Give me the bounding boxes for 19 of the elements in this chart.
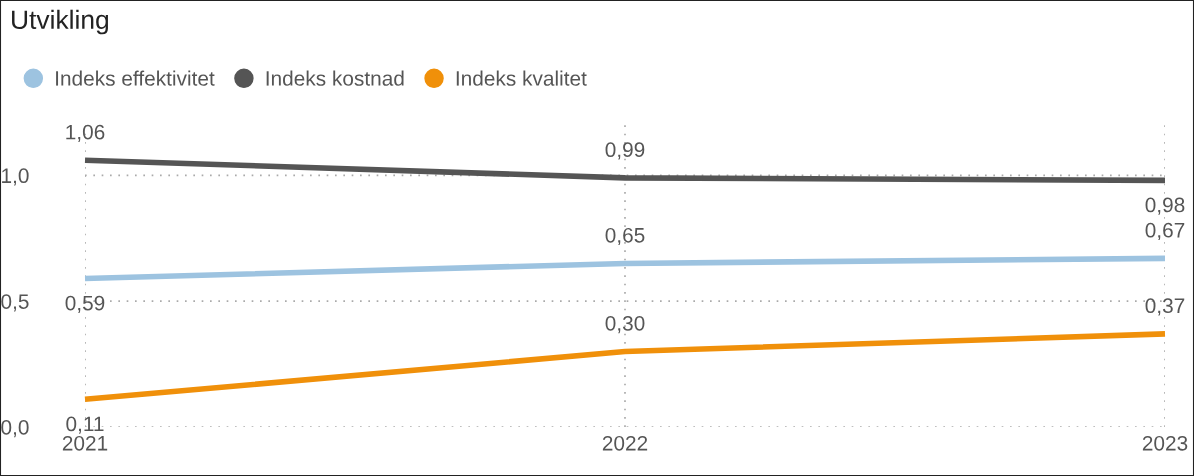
legend-label: Indeks effektivitet	[56, 70, 215, 86]
data-label: 0,98	[1145, 197, 1185, 215]
x-tick-label: 2021	[62, 435, 108, 451]
x-tick-label: 2022	[602, 435, 648, 451]
chart-title: Utvikling	[12, 9, 109, 35]
y-tick-label: 0,5	[1, 294, 29, 312]
data-label: 1,06	[66, 124, 105, 142]
data-label: 0,65	[605, 227, 645, 246]
data-label: 0,59	[65, 295, 105, 313]
data-label: 0,30	[605, 315, 645, 334]
data-label: 0,37	[1145, 298, 1185, 316]
y-tick-label: 0,0	[1, 420, 29, 438]
data-label: 0,11	[66, 416, 104, 434]
x-tick-label: 2023	[1142, 435, 1188, 451]
legend-label: Indeks kostnad	[266, 70, 404, 86]
data-label: 0,67	[1145, 222, 1185, 241]
data-label: 0,99	[605, 142, 645, 160]
legend-label: Indeks kvalitet	[456, 70, 587, 86]
y-tick-label: 1,0	[2, 168, 29, 186]
